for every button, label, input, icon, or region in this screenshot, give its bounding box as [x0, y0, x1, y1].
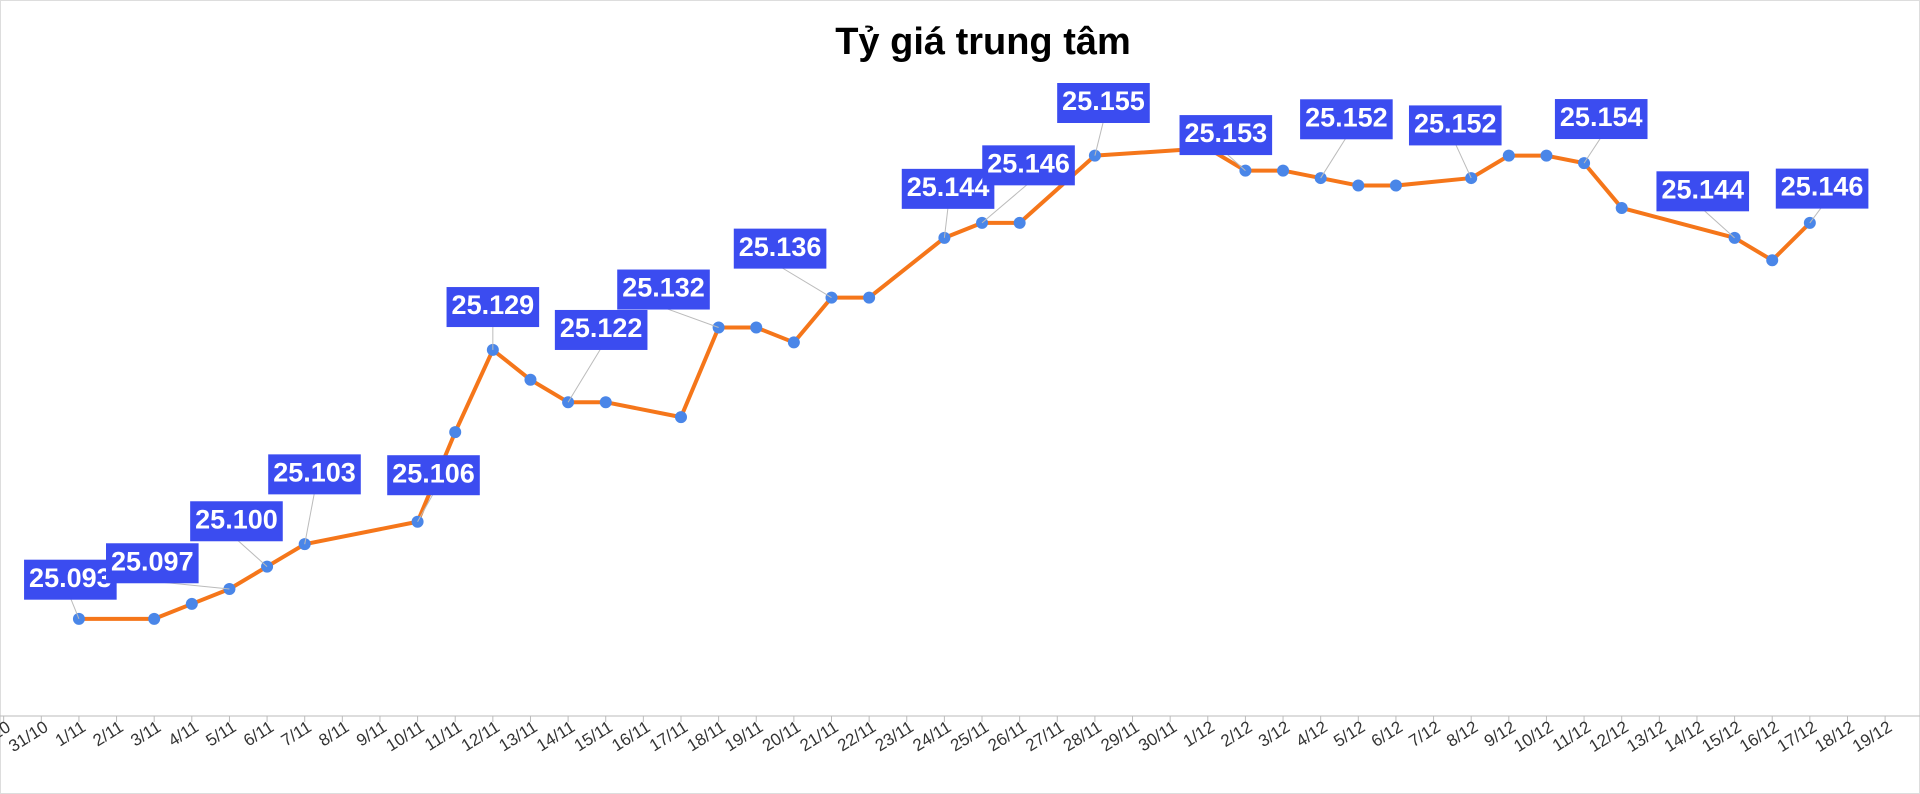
- line-segment: [1281, 168, 1323, 181]
- leader-line: [1320, 137, 1347, 179]
- value-label: 25.093: [29, 563, 112, 593]
- value-label: 25.144: [1661, 174, 1744, 204]
- line-segment: [791, 295, 834, 345]
- point: [787, 336, 800, 349]
- value-label-box: [1408, 105, 1502, 146]
- value-label-box: [1554, 99, 1648, 140]
- line-segment: [942, 220, 985, 240]
- point: [148, 612, 161, 625]
- line-segment: [453, 347, 495, 435]
- leader-line: [417, 492, 434, 522]
- value-label-box: [24, 559, 117, 600]
- point: [599, 396, 612, 409]
- point: [1766, 254, 1779, 267]
- leader-line: [663, 307, 719, 328]
- value-label-box: [554, 309, 648, 350]
- value-label-box: [387, 455, 480, 496]
- leader-line: [567, 347, 602, 403]
- line-segment: [603, 400, 683, 420]
- line-segment: [1469, 153, 1511, 181]
- line-segment: [678, 325, 721, 420]
- point: [1277, 164, 1290, 177]
- value-label: 25.144: [907, 172, 990, 202]
- value-label: 25.100: [195, 504, 278, 534]
- value-label: 25.153: [1185, 118, 1268, 148]
- line-segment: [867, 235, 947, 300]
- value-label-box: [617, 269, 710, 310]
- chart-title: Tỷ giá trung tâm: [835, 21, 1131, 63]
- value-label-box: [1057, 83, 1150, 124]
- value-label: 25.146: [1781, 172, 1864, 202]
- point: [750, 321, 763, 334]
- line-segment: [754, 325, 796, 345]
- value-label: 25.097: [111, 546, 194, 576]
- line-segment: [1318, 176, 1361, 188]
- point: [449, 426, 462, 439]
- leader-line: [1583, 136, 1602, 164]
- line-segment: [1544, 153, 1587, 166]
- value-label: 25.136: [739, 232, 822, 262]
- value-label-box: [901, 168, 995, 209]
- leader-line: [236, 538, 268, 567]
- point: [674, 411, 687, 424]
- line-segment: [1732, 235, 1775, 263]
- leader-line: [1454, 143, 1472, 179]
- point: [863, 291, 876, 304]
- leader-line: [304, 492, 315, 545]
- line-segment: [1770, 220, 1812, 263]
- line-segment: [227, 564, 270, 591]
- line-segment: [1619, 205, 1737, 240]
- value-label: 25.103: [273, 457, 356, 487]
- leader-line: [779, 266, 832, 299]
- leader-line: [1809, 206, 1823, 224]
- value-label: 25.155: [1062, 86, 1145, 116]
- leader-line: [943, 206, 949, 238]
- value-label-box: [1775, 168, 1869, 209]
- leader-line: [981, 182, 1029, 224]
- leader-line: [1225, 152, 1246, 171]
- value-label-box: [733, 228, 827, 269]
- line-segment: [152, 601, 194, 621]
- point: [1013, 216, 1026, 229]
- line-segment: [1017, 153, 1097, 225]
- line-segment: [265, 542, 307, 569]
- value-label: 25.132: [622, 273, 705, 303]
- value-label: 25.152: [1305, 102, 1388, 132]
- point: [185, 597, 198, 610]
- line-series: [76, 146, 1812, 621]
- value-label: 25.129: [452, 290, 535, 320]
- value-label-box: [446, 287, 540, 328]
- line-segment: [528, 377, 571, 405]
- point: [1352, 179, 1365, 192]
- point: [1615, 201, 1628, 214]
- point: [1502, 149, 1515, 162]
- line-segment: [302, 519, 420, 547]
- value-label: 25.154: [1560, 102, 1643, 132]
- leader-line: [1094, 120, 1104, 156]
- line-segment: [490, 347, 533, 382]
- point: [524, 373, 537, 386]
- value-label: 25.146: [987, 148, 1070, 178]
- value-label: 25.106: [392, 458, 475, 488]
- leader-line: [69, 597, 80, 620]
- value-label-box: [1179, 115, 1273, 156]
- value-label-box: [1300, 99, 1393, 140]
- value-label-box: [106, 543, 199, 584]
- leader-line: [1702, 208, 1735, 239]
- value-label-box: [982, 145, 1075, 186]
- value-label-box: [1656, 171, 1750, 212]
- value-label-box: [190, 501, 283, 542]
- line-segment: [1393, 176, 1474, 188]
- value-label-box: [268, 454, 361, 495]
- line-segment: [189, 586, 232, 606]
- value-label: 25.122: [560, 313, 643, 343]
- value-label: 25.152: [1414, 109, 1497, 139]
- point: [1389, 179, 1402, 192]
- point: [1540, 149, 1553, 162]
- line-segment: [1582, 161, 1624, 210]
